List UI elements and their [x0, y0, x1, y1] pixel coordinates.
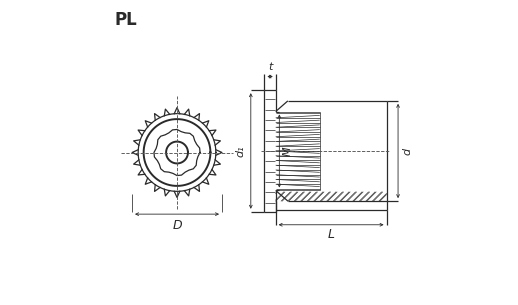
Text: t: t — [268, 62, 272, 72]
Text: PL: PL — [115, 11, 138, 29]
Text: d: d — [402, 147, 412, 155]
Text: M: M — [283, 146, 293, 156]
Text: d₁: d₁ — [236, 145, 246, 157]
Text: D: D — [172, 219, 182, 232]
Text: L: L — [327, 228, 335, 241]
